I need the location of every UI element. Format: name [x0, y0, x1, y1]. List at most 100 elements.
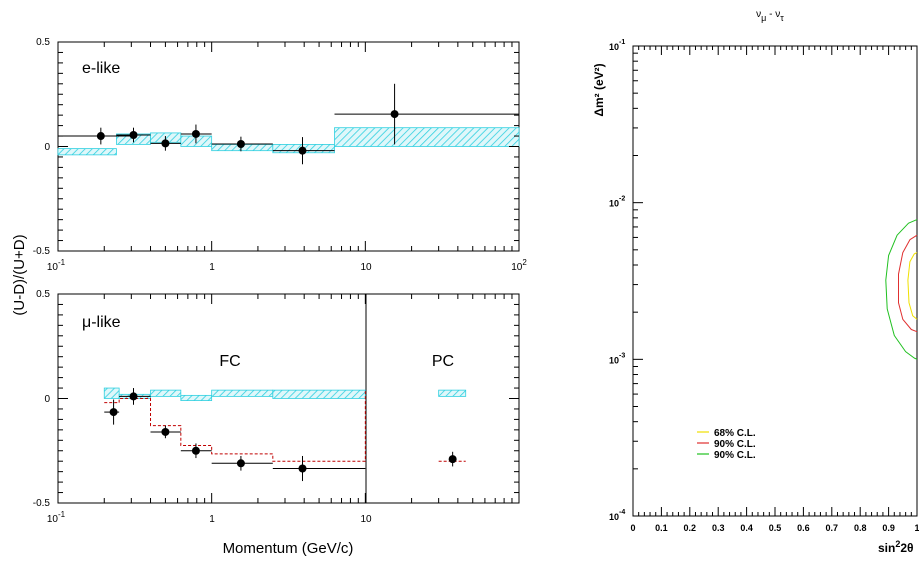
contour-x-axis-label-tail: 2θ: [900, 541, 913, 555]
data-marker: [109, 408, 118, 417]
contour-ticks: [632, 45, 918, 517]
mu-like-xtick-0-exp: -1: [58, 510, 66, 519]
mu-like-xtick-2: 10: [360, 514, 372, 525]
contour-ytick-label: 10-3: [609, 352, 625, 365]
mc-band-bin: [334, 127, 520, 147]
mc-band-bin: [180, 394, 213, 401]
e-like-data-points: [58, 83, 519, 165]
data-marker: [191, 446, 200, 455]
contour-ytick-exp: -1: [619, 39, 625, 46]
data-marker: [191, 129, 200, 138]
mu-like-oscillation-histogram: [104, 390, 466, 462]
contour-lines: [885, 219, 918, 360]
contour-line: [907, 252, 918, 320]
contour-x-axis-label-sup: 2: [895, 539, 900, 549]
contour-title-mid: -: [766, 9, 775, 20]
contour-x-axis-label: sin22θ: [878, 539, 914, 555]
contour-xtick-label: 0.6: [797, 523, 810, 533]
e-like-panel: e-like 0.5 0 -0.5 10-1 1 10 102: [33, 37, 528, 273]
data-marker: [236, 459, 245, 468]
mu-like-ticks: [57, 293, 519, 504]
contour-title: νμ - ντ: [756, 9, 784, 23]
mu-like-data-points: [104, 388, 457, 482]
contour-ytick-exp: -4: [619, 509, 625, 516]
shared-y-axis-label: (U-D)/(U+D): [11, 234, 28, 315]
e-like-xtick-3-exp: 2: [522, 258, 527, 267]
legend-entry: 68% C.L.: [697, 428, 756, 439]
contour-x-tick-labels: 0 0.1 0.2 0.3 0.4 0.5 0.6 0.7 0.8 0.9 1: [630, 523, 919, 533]
mc-band-bin: [57, 148, 117, 156]
contour-ytick-base: 10: [609, 42, 619, 52]
e-like-ytick-bot: -0.5: [33, 246, 51, 257]
data-marker: [390, 110, 399, 119]
data-marker: [236, 139, 245, 148]
data-point: [150, 425, 181, 439]
fc-label: FC: [219, 353, 240, 370]
contour-title-nu-a: ν: [756, 9, 761, 20]
contour-panel: νμ - ντ Δm² (eV²) sin22θ 10-110-210-310-…: [592, 9, 919, 555]
mc-band-bin: [103, 387, 120, 399]
mc-band-bin: [211, 389, 274, 397]
e-like-xtick-2: 10: [360, 262, 372, 273]
contour-xtick-label: 0.3: [712, 523, 725, 533]
e-like-xtick-0-base: 10: [47, 262, 59, 273]
data-point: [211, 136, 273, 152]
data-point: [334, 83, 519, 145]
contour-y-tick-labels: 10-110-210-310-4: [609, 39, 625, 522]
data-point: [272, 137, 335, 165]
data-point: [58, 127, 132, 145]
data-point: [104, 399, 120, 425]
mu-like-label-suffix: -like: [91, 314, 120, 331]
mu-like-label: μ-like: [82, 314, 121, 331]
e-like-label: e-like: [82, 60, 120, 77]
contour-title-sub-b: τ: [780, 13, 784, 23]
mu-like-xtick-0: 10-1: [47, 510, 66, 525]
contour-ytick-exp: -3: [619, 352, 625, 359]
contour-xtick-label: 0.8: [854, 523, 867, 533]
contour-xtick-label: 0.7: [826, 523, 839, 533]
e-like-xtick-0: 10-1: [47, 258, 66, 273]
e-like-ticks: [57, 41, 519, 252]
data-marker: [448, 455, 457, 464]
mu-like-ytick-mid: 0: [44, 394, 50, 405]
mu-like-xtick-0-base: 10: [47, 514, 59, 525]
contour-ytick-base: 10: [609, 355, 619, 365]
contour-ytick-label: 10-4: [609, 509, 625, 522]
contour-ytick-exp: -2: [619, 196, 625, 203]
data-marker: [298, 146, 307, 155]
contour-xtick-label: 0.1: [655, 523, 668, 533]
mu-like-xtick-1: 1: [209, 514, 215, 525]
e-like-ytick-mid: 0: [44, 142, 50, 153]
mu-like-label-greek: μ: [82, 314, 91, 331]
legend-entry: 90% C.L.: [697, 450, 756, 461]
contour-line: [898, 234, 918, 333]
contour-xtick-label: 0.4: [740, 523, 753, 533]
data-marker: [96, 132, 105, 141]
contour-line: [885, 219, 918, 360]
data-point: [150, 136, 181, 151]
mu-like-mc-band: [103, 387, 467, 401]
contour-frame: [632, 45, 918, 517]
contour-xtick-label: 0: [630, 523, 635, 533]
oscillation-line: [104, 390, 466, 462]
contour-x-axis-label-base: sin: [878, 541, 895, 555]
data-point: [448, 451, 457, 467]
contour-ytick-label: 10-2: [609, 196, 625, 209]
data-marker: [129, 392, 138, 401]
mc-band-bin: [438, 389, 467, 397]
data-point: [180, 124, 212, 144]
legend-label: 90% C.L.: [714, 439, 756, 450]
data-point: [211, 455, 273, 471]
mc-band-bin: [150, 389, 182, 397]
legend-entry: 90% C.L.: [697, 439, 756, 450]
contour-xtick-label: 0.9: [882, 523, 895, 533]
contour-ytick-base: 10: [609, 199, 619, 209]
data-point: [119, 388, 151, 405]
data-point: [116, 127, 151, 143]
contour-title-sub-a: μ: [761, 13, 766, 23]
data-marker: [161, 139, 170, 148]
data-marker: [298, 464, 307, 473]
mc-band-bin: [272, 389, 366, 399]
mu-like-panel: μ-like FC PC 0.5 0 -0.5 10-1 1 10 Moment…: [33, 289, 520, 557]
